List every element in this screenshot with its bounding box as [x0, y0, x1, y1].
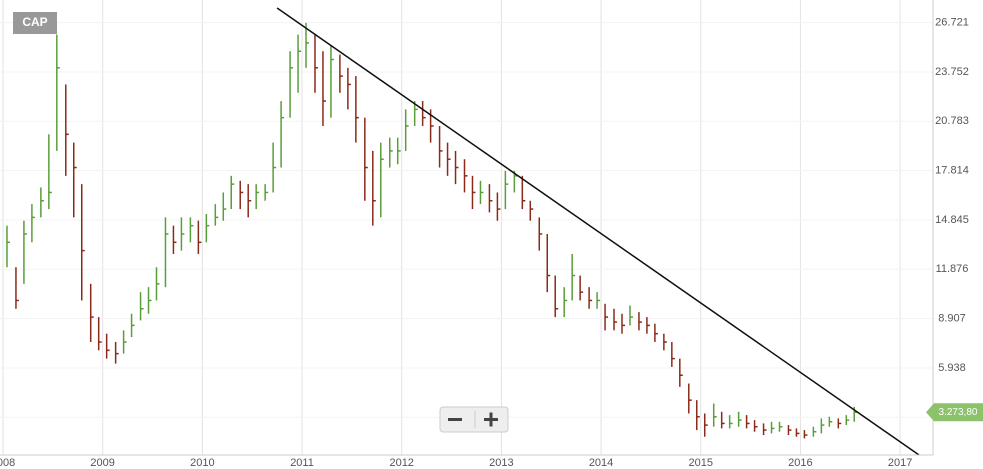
- x-tick-label: 2008: [0, 457, 15, 469]
- y-tick-label: 20.783: [935, 115, 969, 127]
- chart-title: CAP: [22, 15, 47, 29]
- last-price-label: 3.273,80: [939, 407, 978, 418]
- zoom-out[interactable]: [448, 418, 462, 421]
- x-tick-label: 2016: [788, 457, 812, 469]
- grid: [0, 0, 933, 455]
- x-tick-label: 2010: [190, 457, 214, 469]
- x-tick-label: 2011: [290, 457, 314, 469]
- x-tick-label: 2009: [90, 457, 114, 469]
- labels: 2008 2009 2010 2011 2012 2013 2014 2015 2016 2017…: [0, 17, 983, 469]
- y-tick-label: 5.938: [938, 362, 966, 374]
- x-tick-label: 2013: [489, 457, 513, 469]
- trendline: [276, 7, 920, 455]
- y-tick-label: 8.907: [938, 313, 966, 325]
- y-tick-label: 17.814: [935, 165, 969, 177]
- title-badge: [13, 12, 57, 34]
- y-tick-label: 14.845: [935, 214, 969, 226]
- zoom-in-bar: [489, 412, 493, 427]
- y-tick-label: 23.752: [935, 66, 969, 78]
- last-price-badge: [926, 403, 983, 422]
- zoom-controls: [439, 406, 509, 433]
- y-tick-label: 26.721: [935, 17, 969, 29]
- x-tick-label: 2014: [589, 457, 613, 469]
- x-tick-label: 2017: [888, 457, 912, 469]
- x-tick-label: 2012: [389, 457, 413, 469]
- y-tick-label: 11.876: [936, 263, 969, 275]
- plot-area: [6, 7, 920, 455]
- x-tick-label: 2015: [689, 457, 713, 469]
